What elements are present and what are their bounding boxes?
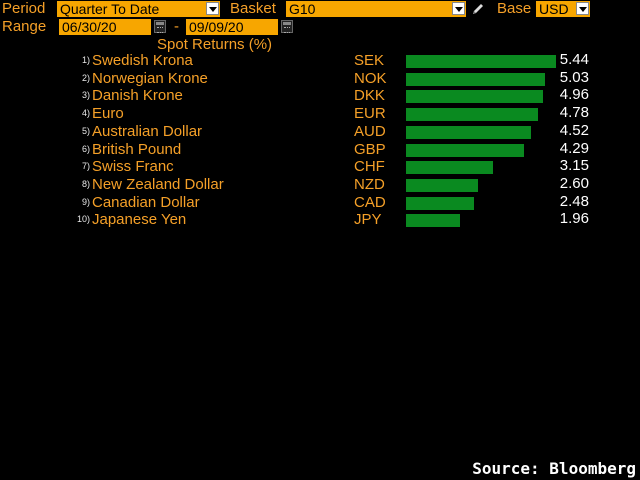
currency-code: AUD [354,122,386,140]
return-value: 1.96 [559,210,589,228]
return-value: 4.78 [559,104,589,122]
currency-code: JPY [354,211,382,229]
row-rank: 7) [81,161,90,172]
range-start-value: 06/30/20 [62,19,117,35]
range-end-value: 09/09/20 [189,19,244,35]
return-bar [406,214,461,228]
row-rank: 4) [81,108,90,119]
period-select[interactable]: Quarter To Date [57,1,220,17]
return-value: 5.44 [559,51,589,68]
row-rank: 3) [81,90,90,101]
range-separator: - [174,18,179,35]
basket-value: G10 [289,1,316,17]
pencil-icon[interactable] [470,1,486,17]
chevron-down-icon[interactable] [576,2,589,15]
currency-name: Australian Dollar [92,122,203,140]
row-rank: 1) [81,55,90,65]
currency-code: NZD [354,175,385,193]
return-value: 5.03 [559,68,589,86]
return-value: 4.29 [559,139,589,157]
return-bar [406,90,543,104]
currency-name: British Pound [92,140,182,158]
row-rank: 2) [81,72,90,83]
return-bar [406,143,525,157]
base-label: Base [497,0,532,17]
currency-code: SEK [354,52,385,69]
range-start-input[interactable]: 06/30/20 [59,19,151,35]
currency-code: NOK [354,69,387,87]
currency-code: GBP [354,140,386,158]
period-value: Quarter To Date [60,1,160,17]
currency-code: EUR [354,105,386,123]
return-bar [406,196,475,210]
currency-name: New Zealand Dollar [92,175,224,193]
return-value: 3.15 [559,157,589,175]
base-select[interactable]: USD [536,1,590,17]
return-bar [406,125,531,139]
base-value: USD [539,1,569,17]
basket-label: Basket [230,0,276,17]
return-bar [406,55,556,68]
source-credit: Source: Bloomberg [472,459,636,478]
return-bar [406,178,478,192]
range-end-input[interactable]: 09/09/20 [186,19,278,35]
range-label: Range [2,18,47,35]
period-label: Period [2,0,46,17]
return-bar [406,72,545,86]
row-rank: 6) [81,143,90,154]
chevron-down-icon[interactable] [206,2,219,15]
currency-name: Swiss Franc [92,158,174,176]
currency-name: Canadian Dollar [92,193,200,211]
currency-code: CAD [354,193,386,211]
return-bar [406,161,493,175]
return-value: 2.48 [559,192,589,210]
currency-name: Norwegian Krone [92,69,208,87]
return-bar [406,108,538,122]
currency-code: CHF [354,158,385,176]
currency-name: Swedish Krona [92,52,193,69]
calendar-icon[interactable] [281,20,293,33]
return-value: 2.60 [559,174,589,192]
return-value: 4.96 [559,86,589,104]
row-rank: 10) [76,214,90,225]
chevron-down-icon[interactable] [452,2,465,15]
return-value: 4.52 [559,121,589,139]
chart-title: Spot Returns (%) [157,36,273,53]
row-rank: 9) [81,196,90,207]
currency-name: Japanese Yen [92,211,187,229]
row-rank: 8) [81,178,90,189]
currency-name: Danish Krone [92,87,183,105]
currency-name: Euro [92,105,124,123]
calendar-icon[interactable] [154,20,166,33]
currency-code: DKK [354,87,385,105]
basket-select[interactable]: G10 [286,1,466,17]
row-rank: 5) [81,125,90,136]
